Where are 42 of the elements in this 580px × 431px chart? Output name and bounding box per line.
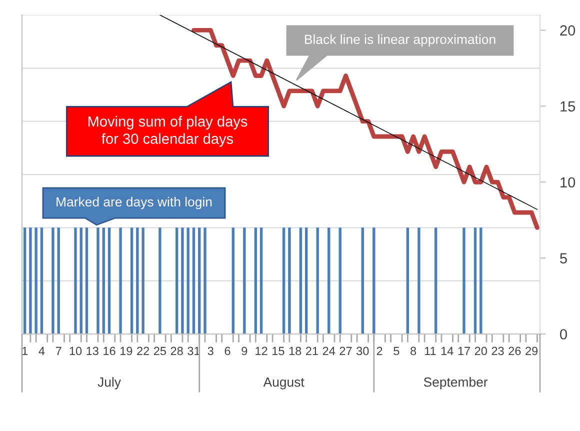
x-tick-label: 31 — [188, 346, 200, 356]
x-tick-label: 13 — [86, 346, 98, 356]
y-tick-label: 0 — [560, 329, 567, 340]
x-tick-label: 26 — [508, 346, 521, 356]
x-tick-label: 11 — [424, 346, 436, 356]
x-tick-label: 14 — [441, 346, 454, 356]
x-tick-label: 7 — [56, 346, 62, 356]
x-tick-label: 25 — [154, 346, 166, 356]
y-tick-label: 10 — [560, 177, 576, 188]
x-tick-label: 5 — [394, 346, 400, 356]
x-tick-label: 6 — [224, 346, 230, 356]
x-tick-label: 28 — [170, 346, 183, 356]
x-tick-label: 22 — [137, 346, 150, 356]
y-tick-label: 20 — [560, 25, 576, 36]
x-tick-label: 29 — [526, 346, 538, 356]
x-tick-label: 20 — [474, 346, 487, 356]
x2-tick-label: July — [98, 377, 121, 390]
x-tick-label: 3 — [208, 346, 214, 356]
y-tick-label: 5 — [560, 253, 567, 264]
x-tick-label: 27 — [340, 346, 352, 356]
x-tick-label: 21 — [306, 346, 318, 356]
x-tick-label: 8 — [410, 346, 416, 356]
y-tick-label: 15 — [560, 101, 576, 112]
x2-tick-label: August — [263, 378, 304, 390]
x-tick-label: 16 — [104, 346, 116, 356]
x-tick-label: 10 — [70, 346, 82, 356]
x-tick-label: 19 — [120, 346, 132, 356]
x-tick-label: 4 — [38, 346, 45, 356]
x-tick-label: 18 — [289, 346, 302, 356]
x-tick-label: 17 — [458, 346, 470, 356]
annotation: Marked are days with login — [56, 196, 212, 210]
x-tick-label: 9 — [242, 346, 248, 356]
x-tick-label: 24 — [322, 346, 336, 356]
x-tick-label: 30 — [356, 346, 369, 356]
annotation: Black line is linear approximation — [305, 34, 496, 47]
x-tick-label: 1 — [22, 346, 28, 356]
x-tick-label: 15 — [272, 346, 284, 356]
annotation: Moving sum of play days for 30 calendar days — [88, 116, 248, 147]
x-tick-label: 12 — [256, 346, 268, 356]
x-tick-label: 2 — [376, 346, 382, 356]
x-tick-label: 23 — [492, 346, 504, 356]
x2-tick-label: September — [424, 377, 488, 390]
